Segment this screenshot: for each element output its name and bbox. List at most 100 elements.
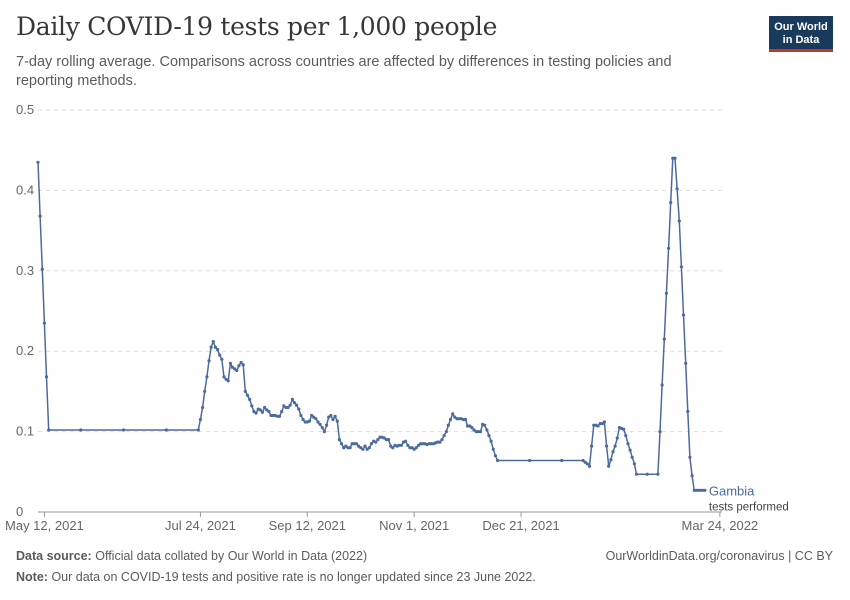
data-point <box>634 472 639 476</box>
data-point <box>241 363 245 367</box>
data-point <box>489 439 493 443</box>
data-point <box>307 419 312 423</box>
data-point <box>414 446 418 450</box>
data-point <box>667 246 671 250</box>
data-point <box>292 401 297 405</box>
data-point <box>267 409 271 414</box>
data-point <box>408 446 412 450</box>
x-tick-label: Nov 1, 2021 <box>379 518 449 533</box>
data-point <box>346 446 350 450</box>
data-point <box>218 353 222 357</box>
data-point <box>40 267 44 271</box>
data-point <box>391 446 395 450</box>
data-point <box>243 389 247 393</box>
source-link[interactable]: OurWorldinData.org/coronavirus | CC BY <box>605 549 833 563</box>
data-point <box>605 444 609 448</box>
data-point <box>38 214 42 218</box>
x-tick-label: Sep 12, 2021 <box>269 518 346 533</box>
data-point <box>376 438 380 442</box>
data-point <box>451 412 455 416</box>
data-point <box>630 455 634 459</box>
data-point <box>337 438 341 442</box>
data-point <box>681 313 686 317</box>
data-point <box>367 446 371 450</box>
chart-title: Daily COVID-19 tests per 1,000 people <box>16 12 498 41</box>
y-tick-label: 0.1 <box>16 424 34 439</box>
data-point <box>673 156 677 160</box>
data-point <box>339 442 344 446</box>
data-point <box>263 405 267 410</box>
data-point <box>325 423 329 427</box>
data-point <box>688 455 692 459</box>
data-point <box>596 424 600 428</box>
data-point <box>211 340 215 344</box>
data-point <box>220 357 224 361</box>
data-point <box>228 361 232 365</box>
data-point <box>254 411 258 415</box>
data-point <box>626 442 630 446</box>
data-point <box>329 413 333 418</box>
source-text: Official data collated by Our World in D… <box>95 549 368 563</box>
data-point <box>476 430 480 434</box>
data-point <box>419 442 423 446</box>
data-point <box>478 430 483 434</box>
data-point <box>79 428 83 432</box>
data-point <box>363 444 367 448</box>
y-tick-label: 0.2 <box>16 343 34 358</box>
data-point <box>664 291 669 295</box>
data-point <box>386 438 391 442</box>
data-point <box>444 430 448 434</box>
data-point <box>645 472 649 476</box>
data-point <box>320 426 324 430</box>
data-point <box>690 474 694 478</box>
data-point <box>493 454 497 458</box>
data-point <box>301 417 305 422</box>
data-point <box>314 417 318 421</box>
data-note: Note: Our data on COVID-19 tests and pos… <box>16 570 536 584</box>
data-point <box>686 409 690 414</box>
logo-line-1: Our World <box>774 21 828 33</box>
data-point <box>483 423 487 427</box>
data-point <box>335 419 339 423</box>
data-point <box>290 397 294 401</box>
data-point <box>205 375 209 379</box>
data-point <box>440 438 444 442</box>
data-point <box>203 389 207 393</box>
data-point <box>485 428 489 432</box>
data-point <box>258 408 262 412</box>
x-tick-label: May 12, 2021 <box>5 518 84 533</box>
data-point <box>669 200 673 205</box>
x-tick-label: Dec 21, 2021 <box>482 518 559 533</box>
data-point <box>397 443 401 447</box>
data-point <box>703 488 707 492</box>
data-point <box>675 187 679 191</box>
series-label: Gambia <box>709 483 755 498</box>
data-point <box>615 436 619 440</box>
data-point <box>260 410 264 414</box>
data-point <box>284 405 288 410</box>
data-point <box>463 417 468 422</box>
data-point <box>331 417 335 422</box>
note-label: Note: <box>16 570 48 584</box>
x-tick-label: Mar 24, 2022 <box>682 518 759 533</box>
data-point <box>671 156 675 160</box>
data-point <box>357 444 361 448</box>
data-point <box>491 447 495 451</box>
y-tick-label: 0 <box>16 504 23 519</box>
data-point <box>44 375 49 379</box>
data-point <box>354 442 359 446</box>
data-point <box>271 413 275 418</box>
series-line-gambia <box>37 157 705 492</box>
data-point <box>288 403 292 407</box>
data-point <box>607 464 611 468</box>
data-point <box>295 403 299 407</box>
data-point <box>299 413 303 418</box>
data-point <box>496 458 500 463</box>
y-tick-label: 0.3 <box>16 263 34 278</box>
owid-logo[interactable]: Our World in Data <box>769 16 833 52</box>
data-point <box>632 462 637 466</box>
data-point <box>684 361 688 365</box>
data-point <box>333 414 337 418</box>
data-point <box>322 430 326 434</box>
